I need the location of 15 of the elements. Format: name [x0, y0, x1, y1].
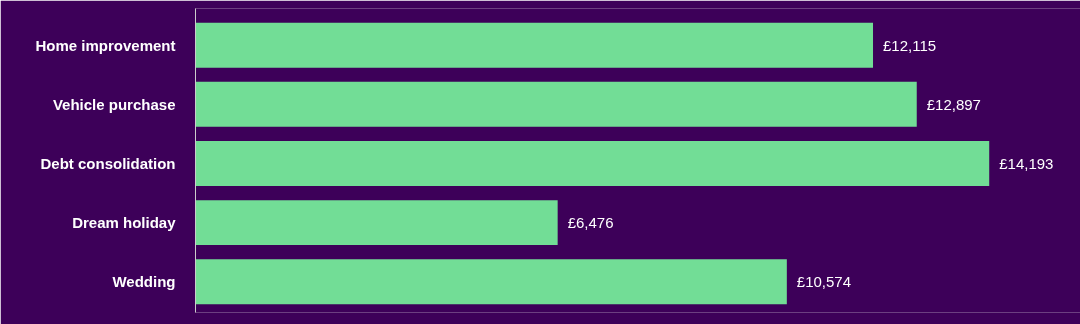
data-label: £12,115	[883, 36, 937, 54]
bar	[195, 140, 990, 186]
y-tick-label: Dream holiday	[72, 214, 177, 232]
y-tick-label: Home improvement	[35, 36, 176, 54]
data-label: £12,897	[926, 95, 981, 113]
data-label: £6,476	[567, 214, 614, 232]
bar	[195, 259, 787, 305]
data-label: £10,574	[796, 273, 852, 291]
data-label: £14,193	[999, 154, 1054, 172]
y-tick-label: Debt consolidation	[40, 154, 176, 172]
bar	[195, 81, 917, 127]
y-tick-label: Wedding	[112, 273, 176, 291]
bar	[195, 200, 558, 246]
y-tick-label: Vehicle purchase	[52, 95, 176, 113]
bar	[195, 22, 874, 68]
